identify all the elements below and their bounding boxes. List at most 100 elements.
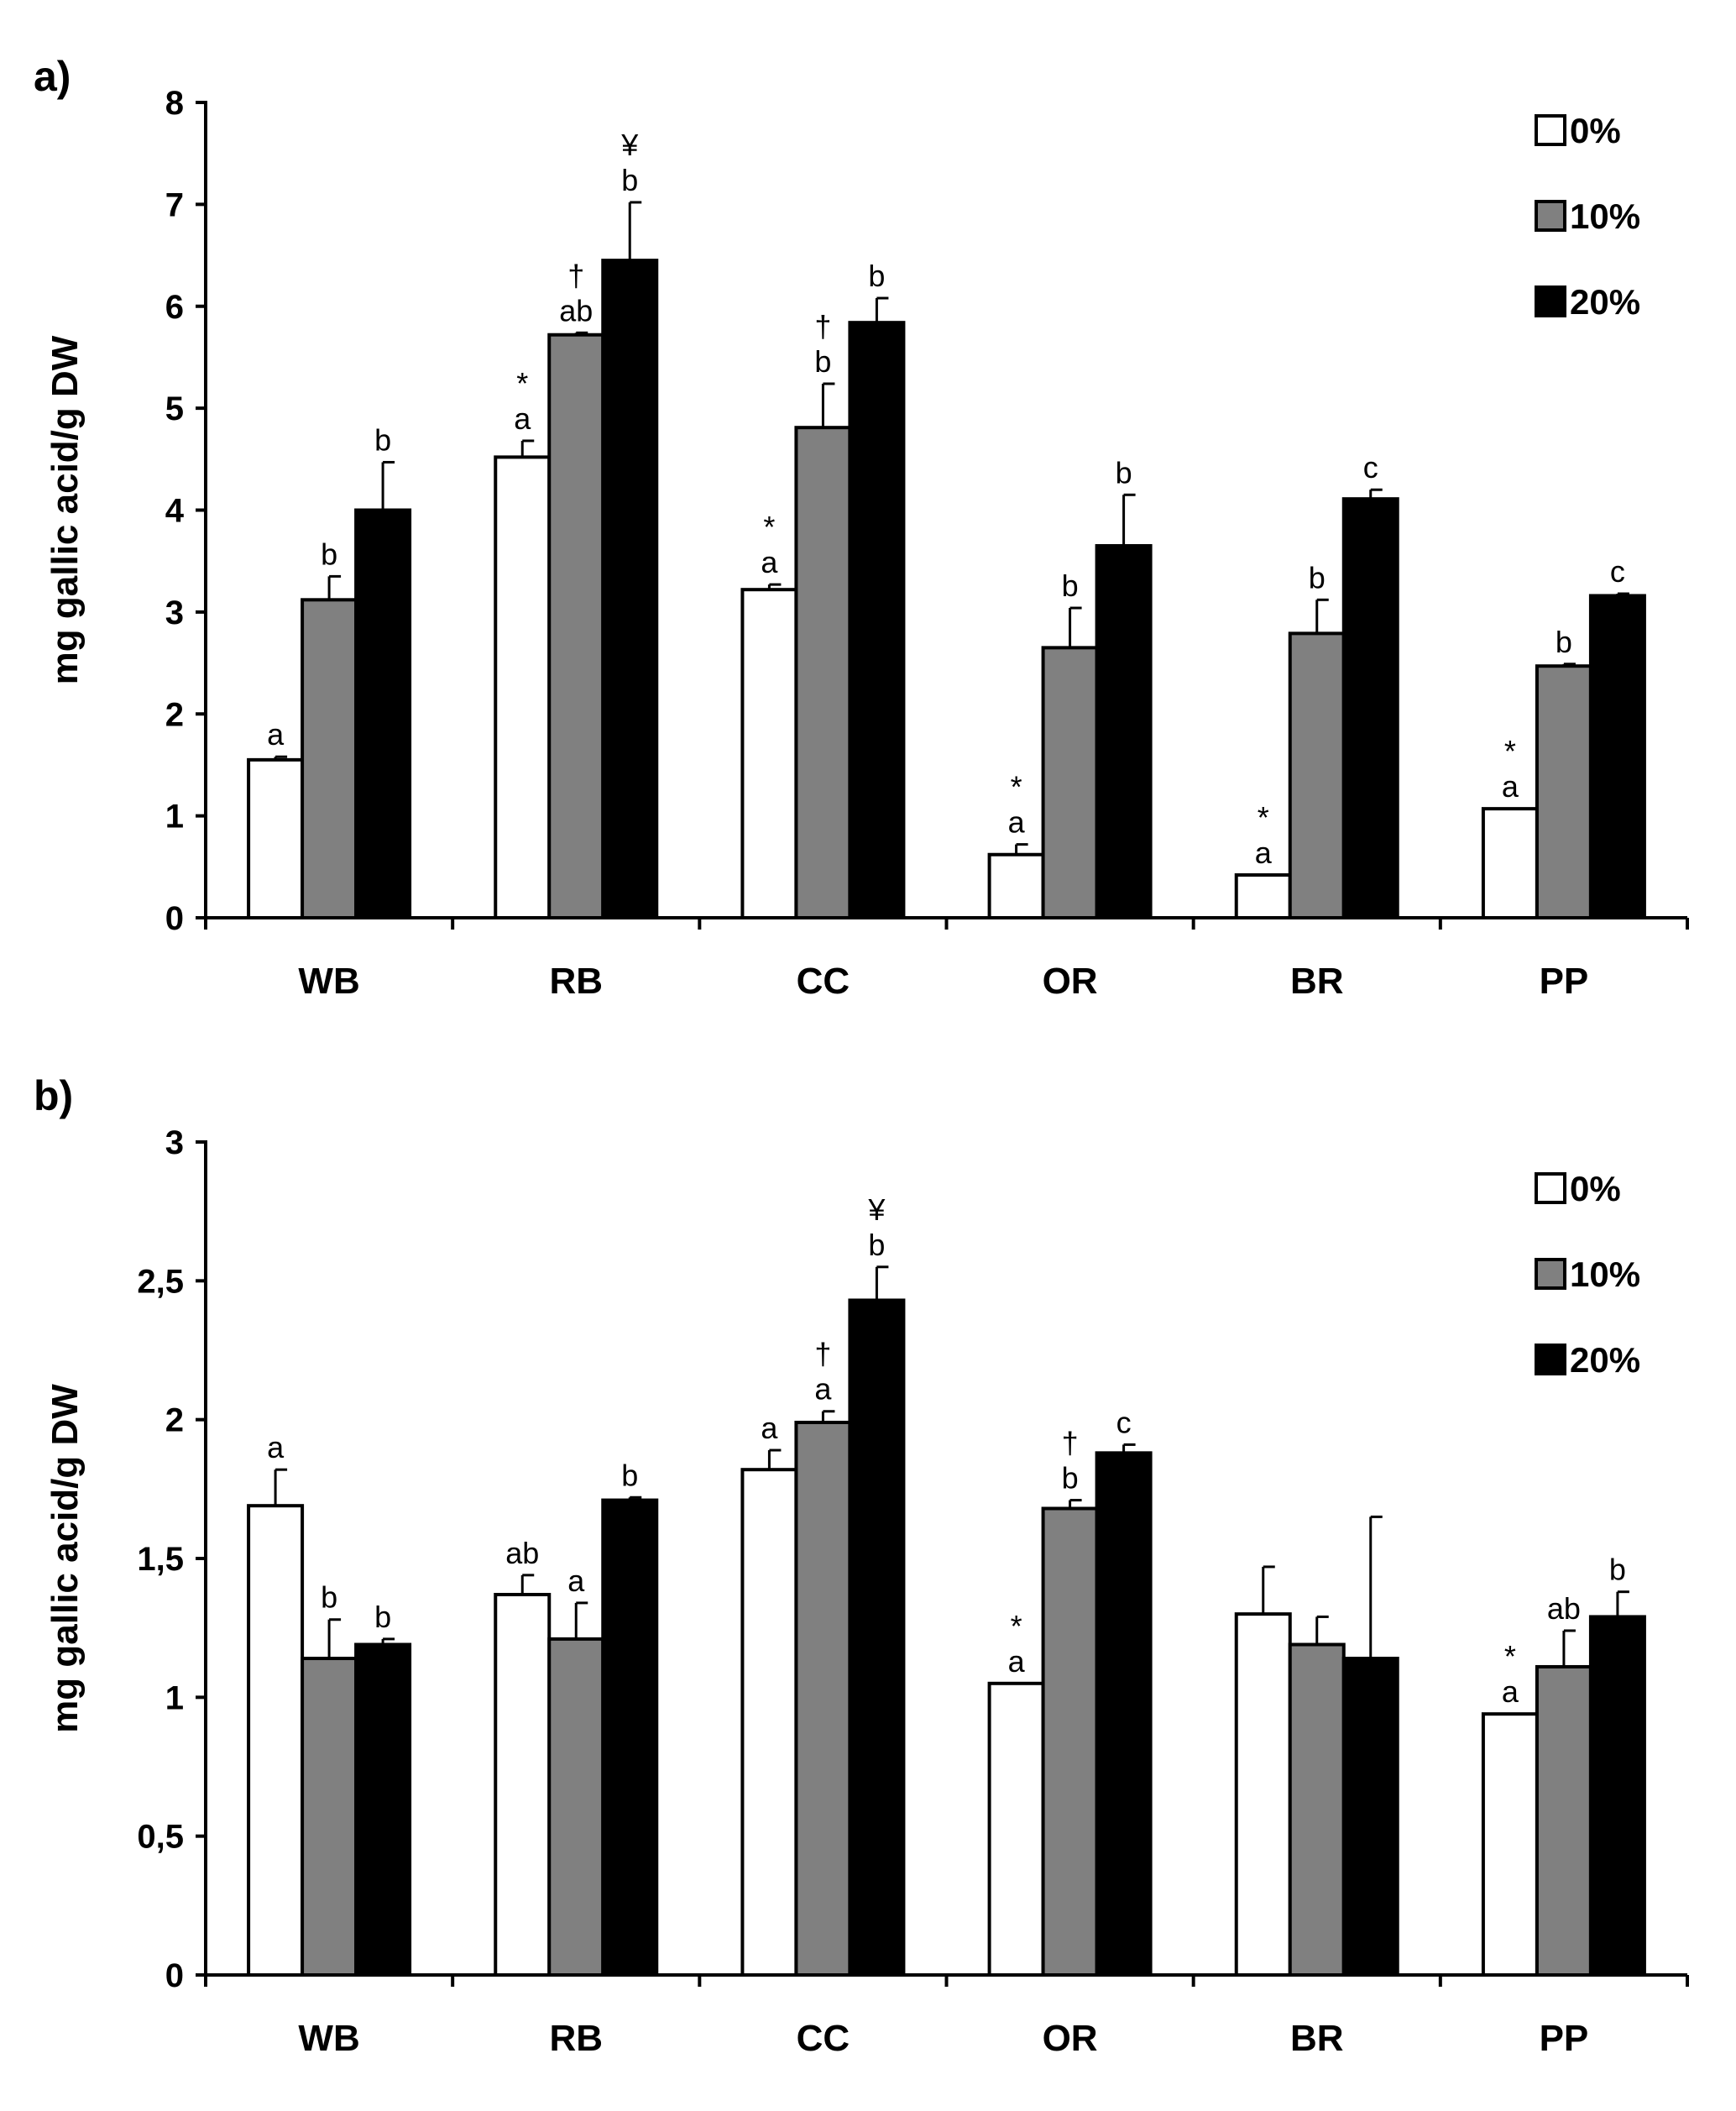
significance-label: b (374, 422, 391, 457)
significance-label: a (761, 1411, 778, 1445)
significance-label: * (1504, 1639, 1516, 1674)
significance-label: b (1556, 625, 1572, 659)
legend-swatch (1535, 285, 1566, 317)
significance-label: † (567, 258, 584, 292)
y-tick-label: 2 (165, 1402, 184, 1439)
y-tick-label: 4 (165, 493, 185, 530)
legend-swatch (1535, 1344, 1566, 1375)
significance-label: * (1011, 1609, 1022, 1643)
bar-RB-10% (547, 1637, 605, 1977)
significance-label: b (621, 163, 638, 197)
significance-label: ab (1547, 1591, 1581, 1626)
bar-PP-0% (1481, 1712, 1539, 1977)
bar-RB-10% (547, 333, 605, 919)
y-tick-label: 5 (165, 390, 184, 427)
significance-label: a (1008, 1644, 1026, 1679)
significance-label: † (814, 309, 831, 343)
significance-label: b (868, 259, 885, 293)
significance-label: b (814, 344, 831, 379)
x-tick-label: OR (1043, 961, 1098, 1002)
bar-BR-0% (1234, 1612, 1292, 1977)
bar-OR-0% (987, 1681, 1045, 1977)
significance-label: b (868, 1228, 885, 1262)
significance-label: a (567, 1564, 585, 1598)
bar-CC-20% (848, 1298, 906, 1977)
significance-label: a (267, 1430, 285, 1464)
bar-WB-0% (247, 1504, 305, 1977)
y-axis-label: mg gallic acid/g DW (44, 335, 86, 684)
significance-label: † (814, 1337, 831, 1371)
significance-label: a (1502, 1674, 1519, 1709)
bar-BR-10% (1288, 631, 1346, 920)
significance-label: * (1258, 800, 1269, 835)
panel-label: a) (34, 53, 71, 100)
bar-CC-10% (794, 426, 852, 919)
x-tick-label: CC (797, 2018, 850, 2059)
significance-label: b (321, 1580, 337, 1615)
bar-RB-20% (601, 259, 659, 920)
bar-PP-10% (1535, 664, 1592, 919)
significance-label: a (514, 401, 531, 436)
x-tick-label: RB (549, 2018, 603, 2059)
y-tick-label: 1 (165, 1679, 184, 1716)
significance-label: b (1609, 1553, 1626, 1587)
significance-label: ab (505, 1536, 539, 1570)
bar-OR-20% (1095, 1451, 1153, 1977)
significance-label: a (267, 717, 285, 752)
significance-label: b (621, 1458, 638, 1492)
legend-label: 0% (1570, 111, 1621, 150)
x-tick-label: PP (1540, 961, 1589, 1002)
bar-PP-10% (1535, 1664, 1592, 1977)
significance-label: c (1363, 450, 1378, 485)
y-tick-label: 1,5 (137, 1541, 184, 1578)
legend-label: 10% (1570, 196, 1640, 236)
x-tick-label: WB (298, 2018, 359, 2059)
y-tick-label: 7 (165, 186, 184, 223)
y-tick-label: 3 (165, 1124, 184, 1161)
legend-label: 0% (1570, 1169, 1621, 1208)
bar-OR-0% (987, 852, 1045, 919)
bar-OR-20% (1095, 543, 1153, 919)
bar-PP-0% (1481, 807, 1539, 919)
significance-label: a (1502, 769, 1519, 804)
significance-label: b (1309, 560, 1326, 595)
significance-label: * (516, 366, 528, 401)
bar-OR-10% (1041, 1506, 1099, 1977)
bar-WB-20% (354, 1642, 412, 1977)
panel-b: b) mg gallic acid/g DW 0 0,5 1 1,5 2 2,5 3 WB RB CC… (34, 1072, 1689, 2059)
significance-label: * (763, 510, 775, 544)
legend-swatch (1535, 114, 1566, 146)
bar-CC-0% (740, 588, 798, 919)
significance-label: ¥ (620, 128, 639, 162)
significance-label: a (1255, 835, 1273, 870)
y-tick-label: 0 (165, 900, 184, 937)
x-tick-label: CC (797, 961, 850, 1002)
bar-WB-20% (354, 508, 412, 919)
legend-swatch (1535, 1172, 1566, 1204)
x-tick-label: BR (1290, 2018, 1344, 2059)
bar-RB-0% (494, 1592, 552, 1977)
significance-label: ab (559, 293, 593, 327)
bar-RB-0% (494, 455, 552, 919)
x-tick-label: WB (298, 961, 359, 1002)
significance-label: a (814, 1372, 832, 1406)
significance-label: c (1116, 1405, 1132, 1439)
x-tick-label: OR (1043, 2018, 1098, 2059)
legend-label: 10% (1570, 1255, 1640, 1294)
significance-label: b (374, 1600, 391, 1634)
bar-WB-10% (301, 598, 358, 919)
x-tick-label: BR (1290, 961, 1344, 1002)
y-tick-label: 2,5 (137, 1263, 184, 1300)
y-tick-label: 0,5 (137, 1819, 184, 1856)
significance-label: * (1011, 770, 1022, 804)
panel-label: b) (34, 1072, 73, 1119)
significance-label: b (1062, 1461, 1079, 1496)
y-tick-label: 6 (165, 289, 184, 326)
significance-label: c (1610, 554, 1625, 589)
significance-label: † (1062, 1426, 1079, 1460)
bar-CC-20% (848, 321, 906, 920)
bar-BR-20% (1341, 1657, 1399, 1977)
y-tick-label: 0 (165, 1957, 184, 1994)
bar-OR-10% (1041, 646, 1099, 919)
